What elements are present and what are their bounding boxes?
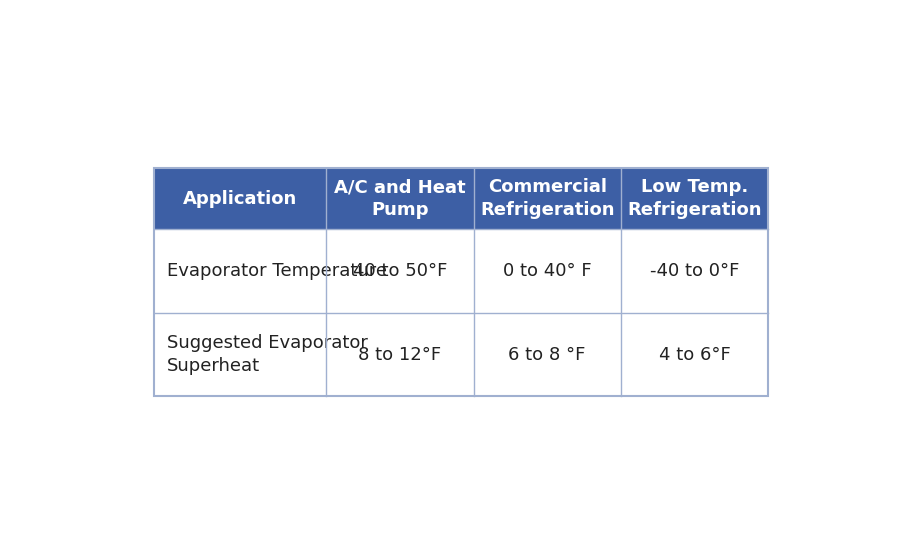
Text: 6 to 8 °F: 6 to 8 °F [508, 345, 586, 364]
Text: 8 to 12°F: 8 to 12°F [358, 345, 441, 364]
Text: Application: Application [184, 190, 297, 207]
Text: -40 to 0°F: -40 to 0°F [650, 262, 739, 280]
Text: Suggested Evaporator
Superheat: Suggested Evaporator Superheat [166, 334, 368, 375]
Text: Commercial
Refrigeration: Commercial Refrigeration [480, 178, 615, 218]
Text: 40 to 50°F: 40 to 50°F [353, 262, 447, 280]
Text: 4 to 6°F: 4 to 6°F [659, 345, 731, 364]
FancyBboxPatch shape [155, 229, 768, 313]
FancyBboxPatch shape [155, 313, 768, 397]
Text: Low Temp.
Refrigeration: Low Temp. Refrigeration [627, 178, 761, 218]
FancyBboxPatch shape [155, 168, 768, 229]
Text: Evaporator Temperature: Evaporator Temperature [166, 262, 387, 280]
Text: 0 to 40° F: 0 to 40° F [503, 262, 591, 280]
Text: A/C and Heat
Pump: A/C and Heat Pump [334, 178, 465, 218]
